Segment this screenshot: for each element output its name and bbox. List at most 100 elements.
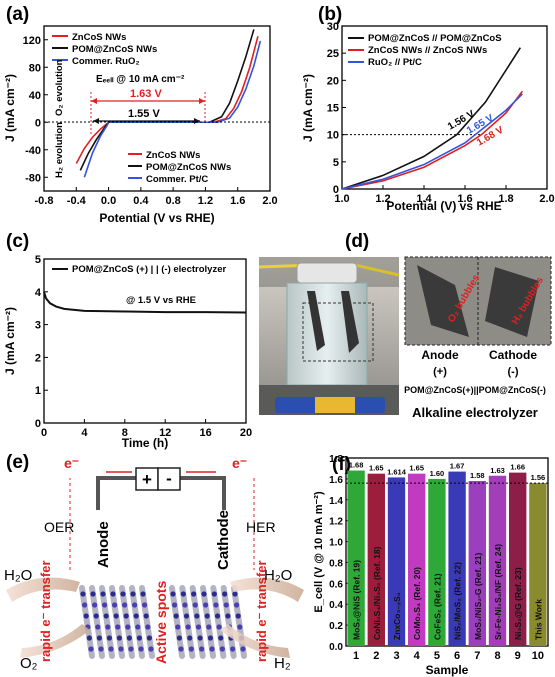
bar-value-label: 1.614	[387, 467, 407, 476]
bar-6	[448, 471, 466, 646]
pom-cluster	[100, 591, 106, 597]
pom-cluster	[140, 591, 146, 597]
panel-b-legend: POM@ZnCoS // POM@ZnCoS ZnCoS NWs // ZnCo…	[348, 33, 502, 68]
pom-cluster	[112, 602, 118, 608]
electrolyzer-title: Alkaline electrolyzer	[412, 405, 538, 420]
pom-cluster	[197, 635, 203, 641]
bar-value-label: 1.67	[450, 462, 465, 471]
y-tick-label: 2	[35, 352, 41, 364]
y-tick-label: 0	[333, 184, 339, 196]
x-tick-label: 4	[414, 650, 421, 662]
pom-cluster	[173, 613, 179, 619]
pom-cluster	[182, 602, 188, 608]
x-tick-label: 16	[199, 427, 211, 439]
h2-out-arrow	[220, 624, 290, 658]
y-tick-label: 3	[35, 320, 41, 332]
x-tick-label: 8	[494, 650, 500, 662]
value-163-label: 1.63 V	[130, 88, 162, 100]
ecell-label: Eₑₑₗₗ @ 10 mA cm⁻²	[96, 74, 185, 85]
pom-cluster	[103, 613, 109, 619]
pom-cluster	[148, 646, 154, 652]
nanowire	[129, 585, 145, 659]
wire-yellow	[354, 263, 400, 277]
pom-cluster	[218, 635, 224, 641]
legend-entry: ZnCoS NWs	[72, 32, 126, 43]
cathode-sign: (-)	[508, 366, 519, 378]
y-tick-label: 0.6	[329, 579, 343, 590]
x-tick-label: 1.6	[230, 195, 245, 207]
pom-cluster	[192, 602, 198, 608]
pom-cluster	[207, 635, 213, 641]
pom-cluster	[175, 624, 181, 630]
bar-sample-text: MoS₂@NiS (Ref. 19)	[352, 560, 362, 640]
legend-entry: POM@ZnCoS NWs	[146, 162, 231, 173]
x-tick-label: -0.8	[35, 195, 54, 207]
x-tick-label: 1.6	[457, 193, 472, 205]
legend-entry: POM@ZnCoS // POM@ZnCoS	[368, 33, 502, 44]
anode-sign: (+)	[433, 366, 447, 378]
bias-annotation: @ 1.5 V vs RHE	[126, 295, 196, 306]
nanowire	[169, 585, 185, 659]
pom-cluster	[136, 635, 142, 641]
pom-cluster	[206, 624, 212, 630]
electron-left: e⁻	[64, 455, 79, 471]
nanowire	[109, 585, 125, 659]
pom-cluster	[130, 591, 136, 597]
legend-entry: ZnCoS NWs // ZnCoS NWs	[368, 45, 487, 56]
cathode-bar	[208, 510, 234, 590]
electron-right: e⁻	[232, 455, 247, 471]
bar-9	[509, 472, 527, 646]
y-tick-label: 4	[35, 287, 42, 299]
x-tick-label: 10	[532, 650, 544, 662]
pom-cluster	[133, 613, 139, 619]
arrow-head	[93, 118, 99, 124]
pom-cluster	[138, 646, 144, 652]
panel-a-legend-bottom: ZnCoS NWs POM@ZnCoS NWs Commer. Pt/C	[128, 150, 231, 185]
nanowire	[119, 585, 135, 659]
bar-7	[468, 480, 486, 646]
o2-evolution-label: O₂ evolution	[54, 59, 65, 116]
y-tick-label: 25	[327, 48, 339, 60]
cathode-text: Cathode	[215, 510, 232, 570]
anode-text: Anode	[95, 521, 112, 568]
h2o-left: H₂O	[4, 567, 32, 584]
x-tick-label: 1.4	[416, 193, 432, 205]
rapid-transfer-left: rapid e⁻ transfer	[38, 560, 53, 662]
anode-electrode	[307, 291, 325, 351]
pom-cluster	[216, 624, 222, 630]
x-tick-label: 8	[122, 427, 128, 439]
o2-product: O₂	[20, 655, 38, 672]
pom-cluster	[126, 635, 132, 641]
panel-f-ylabel: E_cell (V @ 10 mA m⁻²)	[313, 491, 325, 613]
x-tick-label: 2	[373, 650, 379, 662]
arrow-head	[194, 118, 200, 124]
y-tick-label: 5	[333, 157, 339, 169]
oer-label: OER	[44, 519, 74, 535]
pom-cluster	[135, 624, 141, 630]
series-line-1	[341, 47, 522, 190]
pom-cluster	[214, 613, 221, 619]
pom-cluster	[225, 613, 231, 619]
pom-cluster	[90, 591, 96, 597]
bar-3	[387, 477, 406, 646]
x-tick-label: 5	[434, 650, 440, 662]
bar-value-label: 1.60	[430, 469, 445, 478]
y-tick-label: 10	[327, 130, 339, 142]
pom-cluster	[222, 591, 228, 597]
y-tick-label: 0.4	[329, 600, 343, 611]
pom-cluster	[86, 635, 92, 641]
bar-sample-text: MoS₂/NiS₂-G (Ref. 21)	[473, 552, 483, 640]
y-tick-label: 40	[29, 90, 41, 102]
bar-1	[347, 470, 365, 646]
bar-sample-text: CoNi₂S₄/Ni₃S₂ (Ref. 18)	[372, 546, 382, 640]
nanowire-arrays	[79, 585, 247, 659]
x-tick-label: 2.0	[262, 195, 277, 207]
bar-sample-text: Ni₃S₂@G (Ref. 23)	[513, 567, 523, 640]
pom-cluster	[145, 624, 151, 630]
pom-cluster	[178, 646, 184, 652]
y-tick-label: 1.4	[329, 496, 343, 507]
y-tick-label: 1.8	[329, 454, 343, 465]
nanowire	[231, 585, 247, 659]
